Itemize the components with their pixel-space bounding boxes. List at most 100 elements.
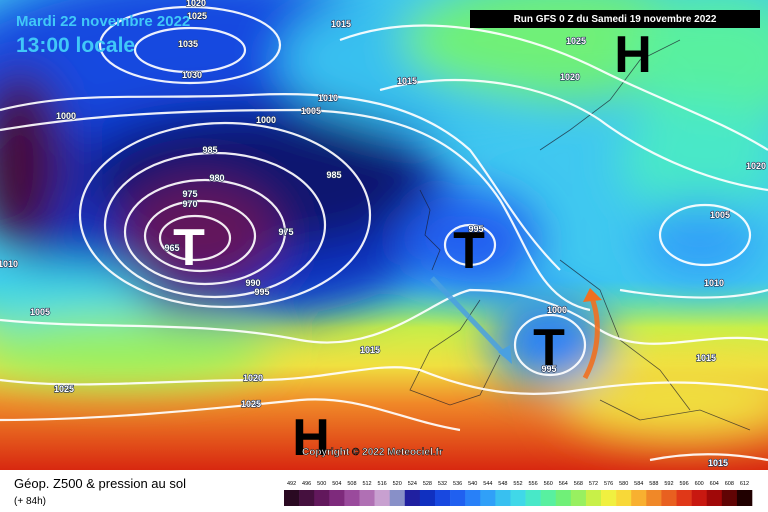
- pressure-label: 1025: [566, 36, 586, 46]
- colorbar-cell: [676, 490, 692, 506]
- colorbar-label: 536: [453, 481, 462, 487]
- pressure-label: 975: [182, 189, 197, 199]
- pressure-label: 1020: [186, 0, 206, 8]
- pressure-label: 1015: [708, 458, 728, 468]
- pressure-label: 1025: [241, 399, 261, 409]
- time: 13:00 locale: [16, 34, 135, 57]
- colorbar-label: 596: [679, 481, 688, 487]
- colorbar-cell: [495, 490, 511, 506]
- colorbar-cell: [555, 490, 572, 506]
- colorbar-label: 548: [498, 481, 507, 487]
- colorbar-label: 528: [423, 481, 432, 487]
- pressure-label: 995: [541, 364, 556, 374]
- colorbar-cell: [344, 490, 360, 506]
- pressure-label: 1020: [746, 161, 766, 171]
- colorbar-label: 572: [589, 481, 598, 487]
- pressure-label: 1025: [54, 384, 74, 394]
- colorbar-cell: [601, 490, 617, 506]
- pressure-label: 1020: [560, 72, 580, 82]
- run-label: Run GFS 0 Z du Samedi 19 novembre 2022: [514, 14, 717, 25]
- colorbar-label: 524: [408, 481, 417, 487]
- colorbar-label: 564: [559, 481, 568, 487]
- pressure-label: 1035: [178, 39, 198, 49]
- run-box: [470, 10, 760, 28]
- legend-title: Géop. Z500 & pression au sol: [14, 476, 186, 491]
- colorbar-label: 492: [287, 481, 296, 487]
- pressure-labels: 1020 1025 1035 1030 1015 1025 1020 1015 1010 1005…: [0, 0, 767, 469]
- pressure-label: 1025: [187, 11, 207, 21]
- colorbar-cell: [721, 490, 738, 506]
- pressure-center: T: [173, 219, 205, 277]
- pressure-label: 1010: [0, 259, 18, 269]
- pressure-center: H: [614, 26, 652, 84]
- colorbar-cell: [465, 490, 481, 506]
- pressure-label: 1015: [397, 76, 417, 86]
- pressure-label: 1030: [182, 70, 202, 80]
- pressure-label: 995: [254, 287, 269, 297]
- pressure-label: 1005: [301, 106, 321, 116]
- colorbar-cell: [450, 490, 466, 506]
- colorbar-cell: [299, 490, 315, 506]
- pressure-label: 990: [245, 278, 260, 288]
- colorbar-cell: [404, 490, 421, 506]
- colorbar-label: 612: [740, 481, 749, 487]
- pressure-label: 970: [182, 199, 197, 209]
- colorbar-cell: [540, 490, 557, 506]
- field: 1020 1025 1035 1030 1015 1025 1020 1015 1010 1005…: [0, 0, 768, 470]
- pressure-center: T: [533, 319, 565, 377]
- pressure-label: 1005: [710, 210, 730, 220]
- date: Mardi 22 novembre 2022: [16, 13, 190, 30]
- colorbar-cell: [284, 490, 300, 506]
- pressure-label: 1015: [331, 19, 351, 29]
- colorbar-cell: [480, 490, 496, 506]
- colorbar-cell: [646, 490, 662, 506]
- pressure-center: T: [453, 222, 485, 280]
- colorbar-cell: [359, 490, 375, 506]
- coastlines: [409, 39, 751, 431]
- colorbar-label: 532: [438, 481, 447, 487]
- colorbar-cell: [585, 490, 602, 506]
- colorbar-label: 552: [513, 481, 522, 487]
- pressure-label: 980: [209, 173, 224, 183]
- pressure-label: 1000: [56, 111, 76, 121]
- colorbar-label: 580: [619, 481, 628, 487]
- colorbar-label: 496: [302, 481, 311, 487]
- pressure-center: H: [292, 409, 330, 467]
- colorbar-cell: [706, 490, 723, 506]
- colorbar-cell: [570, 490, 587, 506]
- arrows: [430, 276, 602, 380]
- colorbar-label: 508: [347, 481, 356, 487]
- colorbar-label: 608: [725, 481, 734, 487]
- colorbar-label: 600: [695, 481, 704, 487]
- colorbar-label: 560: [544, 481, 553, 487]
- colorbar-label: 584: [634, 481, 643, 487]
- isobars: [0, 5, 768, 462]
- pressure-label: 1015: [360, 345, 380, 355]
- colorbar-label: 556: [529, 481, 538, 487]
- pressure-label: 1015: [696, 353, 716, 363]
- pressure-label: 1010: [704, 278, 724, 288]
- pressure-label: 965: [164, 243, 179, 253]
- pressure-label: 975: [278, 227, 293, 237]
- colorbar-label: 504: [332, 481, 341, 487]
- colorbar: 492 496 500 504 508 512 516 520 524 528 532 536 540 5…: [284, 481, 753, 506]
- colorbar-label: 544: [483, 481, 492, 487]
- colorbar-cell: [434, 490, 451, 506]
- colorbar-label: 592: [664, 481, 673, 487]
- pressure-label: 1000: [256, 115, 276, 125]
- colorbar-label: 512: [362, 481, 371, 487]
- pressure-label: 1005: [30, 307, 50, 317]
- colorbar-cell: [389, 490, 406, 506]
- colorbar-label: 540: [468, 481, 477, 487]
- pressure-label: 985: [326, 170, 341, 180]
- colorbar-cell: [314, 490, 330, 506]
- legend-lead: (+ 84h): [14, 496, 46, 507]
- colorbar-cell: [631, 490, 647, 506]
- colorbar-cell: [419, 490, 436, 506]
- colorbar-label: 576: [604, 481, 613, 487]
- colorbar-cell: [691, 490, 708, 506]
- colorbar-label: 604: [710, 481, 719, 487]
- copyright: Copyright © 2022 Meteociel.fr: [302, 447, 443, 458]
